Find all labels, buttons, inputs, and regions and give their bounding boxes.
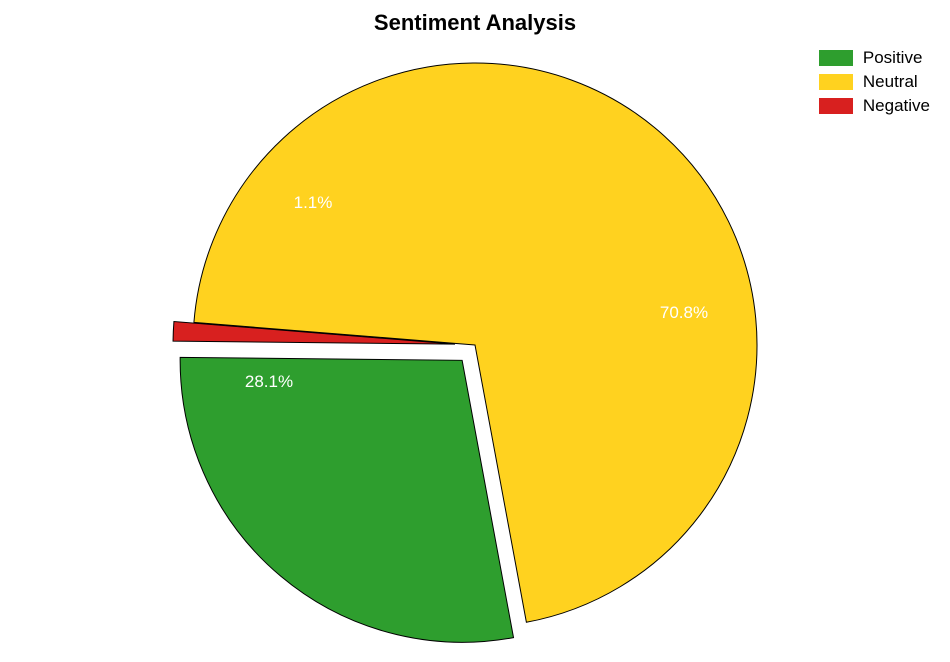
legend-label-positive: Positive [863,48,923,68]
pie-chart: 28.1% 70.8% 1.1% [175,60,775,640]
legend-label-negative: Negative [863,96,930,116]
pie-svg [175,60,775,640]
legend: Positive Neutral Negative [819,48,930,120]
legend-item-negative: Negative [819,96,930,116]
legend-swatch-negative [819,98,853,114]
slice-label-neutral: 70.8% [660,303,708,323]
legend-swatch-positive [819,50,853,66]
legend-item-neutral: Neutral [819,72,930,92]
slice-label-positive: 28.1% [245,372,293,392]
legend-label-neutral: Neutral [863,72,918,92]
slice-label-negative: 1.1% [294,193,333,213]
chart-title: Sentiment Analysis [374,10,576,36]
legend-item-positive: Positive [819,48,930,68]
legend-swatch-neutral [819,74,853,90]
pie-slice-positive [180,357,513,642]
